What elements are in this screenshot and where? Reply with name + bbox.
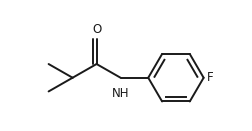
Text: O: O [92,23,101,36]
Text: NH: NH [112,87,129,100]
Text: F: F [207,71,213,84]
